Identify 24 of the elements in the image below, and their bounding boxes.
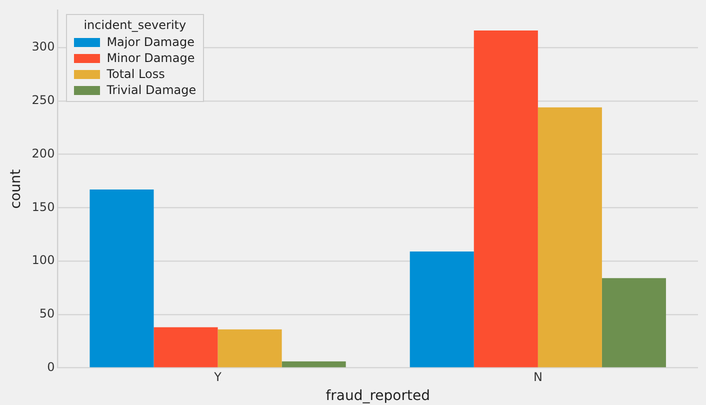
bar [282, 361, 346, 368]
bar [474, 30, 538, 368]
legend-label: Minor Damage [106, 51, 195, 66]
x-tick-label: Y [213, 370, 222, 384]
y-tick-label: 300 [32, 40, 55, 54]
x-tick-label: N [533, 370, 542, 384]
y-tick-label: 150 [32, 200, 55, 214]
y-axis-title: count [8, 168, 24, 209]
legend-label: Total Loss [106, 67, 165, 82]
bar [154, 327, 218, 368]
bar [538, 107, 602, 368]
legend-label: Trivial Damage [106, 83, 196, 98]
legend-title: incident_severity [82, 18, 188, 32]
bar [602, 278, 666, 368]
y-tick-label: 100 [32, 253, 55, 268]
y-tick-label: 50 [39, 306, 55, 321]
y-tick-label: 200 [32, 146, 55, 160]
bar [90, 190, 154, 368]
y-tick-label: 0 [47, 360, 55, 374]
x-axis-title: fraud_reported [326, 388, 430, 404]
legend-label: Major Damage [106, 35, 194, 50]
y-tick-label: 250 [32, 93, 55, 108]
bar [218, 329, 282, 368]
bar [410, 251, 474, 368]
